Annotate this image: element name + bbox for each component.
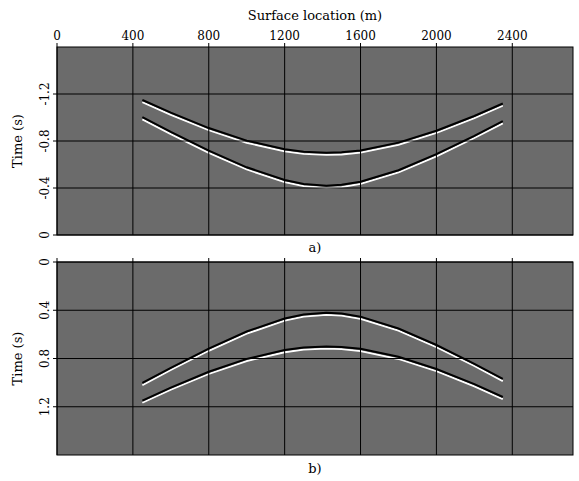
- curve-highlight: [142, 119, 502, 188]
- grid-line-y: [57, 141, 573, 142]
- plot-background: [57, 47, 573, 235]
- x-axis-title: Surface location (m): [248, 8, 382, 23]
- x-tick: [208, 43, 209, 47]
- grid-line-y: [57, 310, 573, 311]
- x-tick: [57, 258, 58, 262]
- frame: [57, 262, 573, 455]
- y-tick: [53, 406, 57, 407]
- y-tick-label: -0.8: [38, 129, 52, 152]
- frame: [57, 47, 573, 235]
- plot-background: [57, 262, 573, 455]
- y-tick-label: -0.4: [38, 176, 52, 200]
- y-tick: [53, 94, 57, 95]
- x-tick: [512, 43, 513, 47]
- y-tick: [53, 141, 57, 142]
- x-tick-label: 1200: [269, 29, 300, 43]
- x-tick-label: 0: [53, 29, 61, 43]
- x-tick-label: 1600: [345, 29, 376, 43]
- y-tick: [53, 188, 57, 189]
- grid-line-y: [57, 94, 573, 95]
- x-tick: [132, 43, 133, 47]
- panel-0: 0 400 800 1200 1600 2000 2400 Surface location …: [10, 8, 573, 255]
- y-tick: [53, 358, 57, 359]
- x-tick-label: 2000: [421, 29, 452, 43]
- y-tick: [53, 310, 57, 311]
- x-tick: [284, 258, 285, 262]
- x-tick: [360, 258, 361, 262]
- marks: [142, 100, 502, 188]
- y-tick: [53, 262, 57, 263]
- x-tick-label: 800: [197, 29, 220, 43]
- curve-highlight: [142, 102, 502, 155]
- curve-highlight: [142, 349, 502, 403]
- x-tick: [436, 43, 437, 47]
- y-tick-label: 0: [38, 258, 52, 266]
- curve: [142, 313, 502, 383]
- x-tick: [284, 43, 285, 47]
- grid-line-y: [57, 188, 573, 189]
- curve: [142, 100, 502, 153]
- y-tick-label: 1.2: [38, 397, 52, 416]
- x-tick: [57, 43, 58, 47]
- x-tick: [436, 258, 437, 262]
- y-tick-label: 0.8: [38, 349, 52, 368]
- x-tick: [512, 258, 513, 262]
- panel-caption: a): [309, 240, 322, 255]
- x-tick-label: 400: [121, 29, 144, 43]
- panel-caption: b): [308, 461, 321, 476]
- grid-line-y: [57, 358, 573, 359]
- y-axis-title: Time (s): [10, 114, 25, 168]
- x-tick-label: 2400: [497, 29, 528, 43]
- curve: [142, 346, 502, 400]
- x-tick: [360, 43, 361, 47]
- y-tick-label: 0: [38, 231, 52, 239]
- grid-line-y: [57, 406, 573, 407]
- y-tick: [53, 235, 57, 236]
- y-tick-label: -1.2: [38, 82, 52, 105]
- marks: [142, 313, 502, 403]
- panel-1: 0 0.4 0.8 1.2 Time (s) b): [10, 258, 573, 476]
- y-axis-title: Time (s): [10, 332, 25, 386]
- x-tick: [208, 258, 209, 262]
- figure: 0 400 800 1200 1600 2000 2400 Surface location …: [0, 0, 579, 481]
- y-tick-label: 0.4: [38, 300, 52, 319]
- x-tick: [132, 258, 133, 262]
